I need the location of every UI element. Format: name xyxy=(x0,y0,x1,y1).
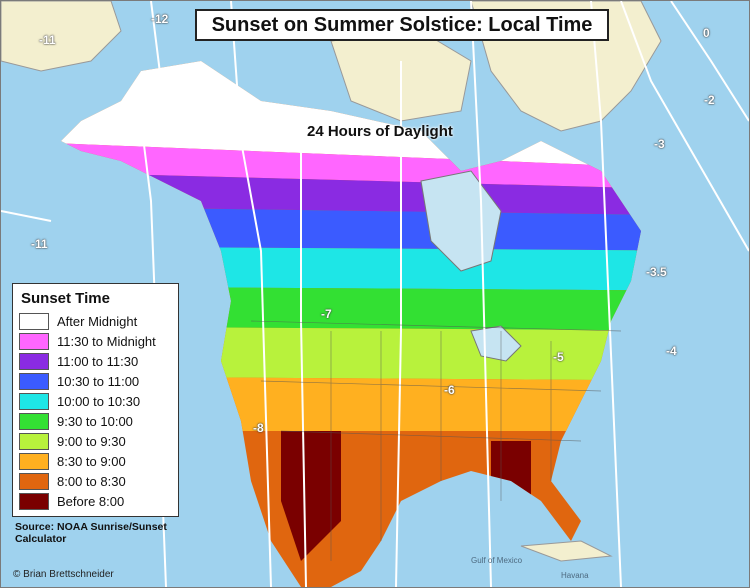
tz-label-minus-6: -6 xyxy=(444,383,455,397)
legend-item: 10:00 to 10:30 xyxy=(19,391,172,411)
legend-item: 8:30 to 9:00 xyxy=(19,451,172,471)
legend-item: 8:00 to 8:30 xyxy=(19,471,172,491)
legend-item: After Midnight xyxy=(19,311,172,331)
russia-coast xyxy=(1,1,122,72)
legend-swatch xyxy=(19,452,49,470)
place-gulf-of-mexico: Gulf of Mexico xyxy=(471,556,523,565)
legend-item: 10:30 to 11:00 xyxy=(19,371,172,391)
legend-swatch xyxy=(19,332,49,350)
legend-item: 11:30 to Midnight xyxy=(19,331,172,351)
legend-title: Sunset Time xyxy=(21,290,110,307)
tz-label-minus-8: -8 xyxy=(253,421,264,435)
tz-label-minus-11-north: -11 xyxy=(39,33,56,47)
legend-item: 11:00 to 11:30 xyxy=(19,351,172,371)
tz-label-minus-2: -2 xyxy=(704,93,715,107)
tz-label-minus-7: -7 xyxy=(321,307,332,321)
tz-label-0: 0 xyxy=(703,26,710,40)
tz-label-minus-4: -4 xyxy=(666,344,677,358)
legend-item: 9:30 to 10:00 xyxy=(19,411,172,431)
place-havana: Havana xyxy=(561,571,589,580)
legend: Sunset Time After Midnight 11:30 to Midn… xyxy=(12,283,179,517)
tz-label-minus-12: -12 xyxy=(151,12,169,26)
legend-swatch xyxy=(19,392,49,410)
legend-swatch xyxy=(19,432,49,450)
legend-swatch xyxy=(19,472,49,490)
admin-boundaries xyxy=(250,320,622,561)
map-title: Sunset on Summer Solstice: Local Time xyxy=(195,9,609,41)
legend-swatch xyxy=(19,312,49,330)
legend-swatch xyxy=(19,412,49,430)
credit-note: © Brian Brettschneider xyxy=(13,569,114,580)
source-note: Source: NOAA Sunrise/Sunset Calculator xyxy=(15,521,167,545)
tz-label-minus-11-south: -11 xyxy=(31,237,48,251)
legend-item: 9:00 to 9:30 xyxy=(19,431,172,451)
cuba xyxy=(520,540,613,562)
legend-swatch xyxy=(19,492,49,510)
tz-label-minus-3: -3 xyxy=(654,137,665,151)
legend-swatch xyxy=(19,352,49,370)
tz-label-minus-3-5: -3.5 xyxy=(646,265,667,279)
tz-label-minus-5: -5 xyxy=(553,350,564,364)
legend-swatch xyxy=(19,372,49,390)
daylight-annotation: 24 Hours of Daylight xyxy=(307,123,453,140)
legend-item: Before 8:00 xyxy=(19,491,172,511)
